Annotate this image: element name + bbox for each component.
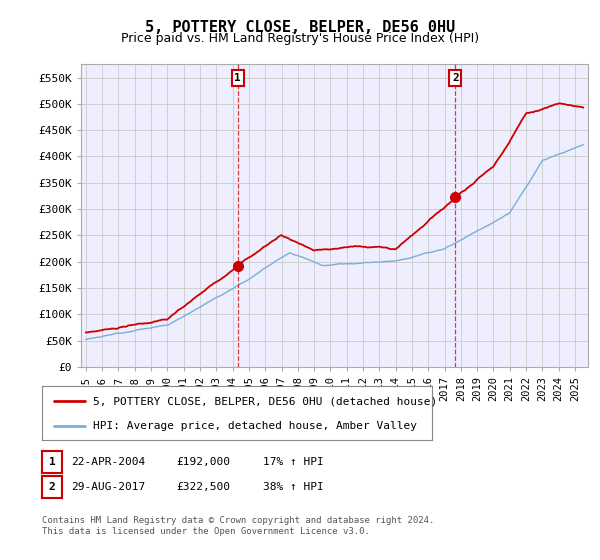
Text: Price paid vs. HM Land Registry's House Price Index (HPI): Price paid vs. HM Land Registry's House … <box>121 32 479 45</box>
Text: £192,000: £192,000 <box>176 457 230 467</box>
Text: 5, POTTERY CLOSE, BELPER, DE56 0HU (detached house): 5, POTTERY CLOSE, BELPER, DE56 0HU (deta… <box>93 396 437 407</box>
Text: 38% ↑ HPI: 38% ↑ HPI <box>263 482 323 492</box>
Text: HPI: Average price, detached house, Amber Valley: HPI: Average price, detached house, Ambe… <box>93 421 417 431</box>
Text: 17% ↑ HPI: 17% ↑ HPI <box>263 457 323 467</box>
Text: 5, POTTERY CLOSE, BELPER, DE56 0HU: 5, POTTERY CLOSE, BELPER, DE56 0HU <box>145 20 455 35</box>
Text: 1: 1 <box>49 457 55 467</box>
Text: Contains HM Land Registry data © Crown copyright and database right 2024.
This d: Contains HM Land Registry data © Crown c… <box>42 516 434 536</box>
Text: 22-APR-2004: 22-APR-2004 <box>71 457 145 467</box>
Text: 2: 2 <box>452 73 458 83</box>
Text: 29-AUG-2017: 29-AUG-2017 <box>71 482 145 492</box>
Text: 1: 1 <box>234 73 241 83</box>
Text: 2: 2 <box>49 482 55 492</box>
Text: £322,500: £322,500 <box>176 482 230 492</box>
